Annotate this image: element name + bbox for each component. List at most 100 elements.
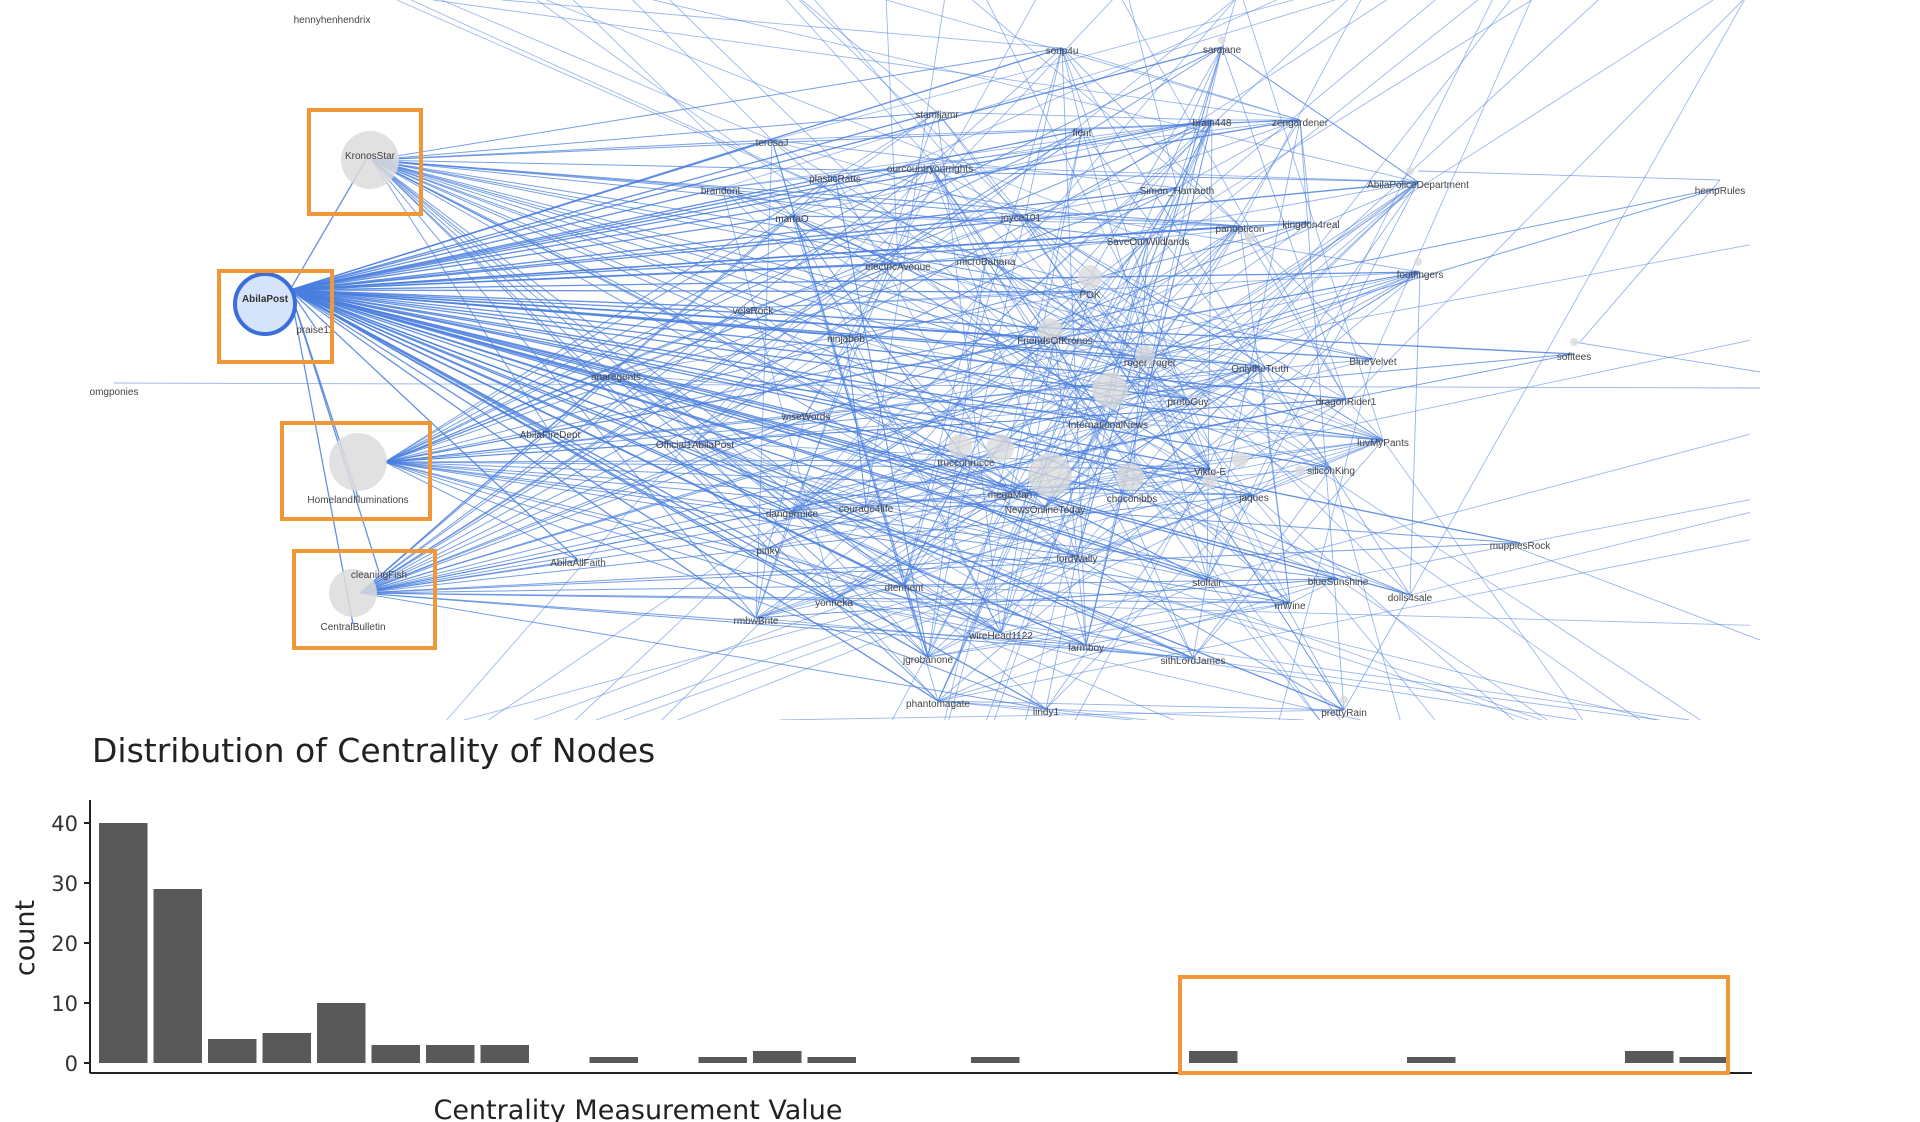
node-label: wiseWords xyxy=(781,412,831,423)
node-label: phantomagate xyxy=(906,699,970,710)
histogram-bar xyxy=(99,823,148,1063)
node-label: Vikto-E xyxy=(1194,467,1226,478)
node-label: lordWally xyxy=(1057,554,1098,565)
node-label: SaveOurWildlands xyxy=(1107,237,1190,248)
histogram-bar xyxy=(371,1045,420,1063)
node-label: farmboy xyxy=(1068,643,1104,654)
node-label: dragonRider1 xyxy=(1316,397,1377,408)
node-label: protoGuy xyxy=(1167,397,1208,408)
network-node xyxy=(1116,463,1144,491)
node-label: siliconKing xyxy=(1307,466,1355,477)
network-node[interactable] xyxy=(329,569,377,617)
node-label: BlueVelvet xyxy=(1349,357,1396,368)
node-label: soup4u xyxy=(1046,46,1079,57)
highlight-region xyxy=(1178,975,1730,1075)
histogram-bar xyxy=(317,1003,366,1063)
histogram-bar xyxy=(753,1051,802,1063)
histogram-bar xyxy=(1625,1051,1674,1063)
node-label: brain448 xyxy=(1193,118,1232,129)
node-label: luvMyPants xyxy=(1357,438,1409,449)
node-label: choconibbs xyxy=(1107,494,1158,505)
network-node[interactable] xyxy=(329,433,387,491)
node-label: KronosStar xyxy=(345,151,396,162)
network-node xyxy=(1218,36,1226,44)
network-node[interactable] xyxy=(341,131,399,189)
histogram-bar xyxy=(153,889,202,1063)
network-node xyxy=(986,434,1014,462)
y-tick-label: 40 xyxy=(51,812,78,836)
node-label: velsRock xyxy=(733,306,775,317)
node-label: cleaningFish xyxy=(351,570,407,581)
node-label: ourcountryourrights xyxy=(887,164,973,175)
histogram-bar xyxy=(426,1045,475,1063)
node-label: courage4life xyxy=(839,504,894,515)
x-axis-title: Centrality Measurement Value xyxy=(433,1095,842,1122)
node-label: FriendsOfKronos xyxy=(1017,336,1093,347)
highlight-box xyxy=(307,108,423,216)
node-label: muppiesRock xyxy=(1490,541,1552,552)
node-label: joyce101 xyxy=(1000,213,1041,224)
node-label: hennyhenhendrix xyxy=(294,15,371,26)
node-label: mWine xyxy=(1274,601,1306,612)
node-label: megaMan xyxy=(988,490,1032,501)
node-label: brandonL xyxy=(701,186,744,197)
highlight-box xyxy=(292,549,437,650)
hub-node[interactable] xyxy=(233,272,297,336)
node-label: omgponies xyxy=(90,387,139,398)
node-label: teresaJ xyxy=(756,138,789,149)
node-label: jaques xyxy=(1238,493,1268,504)
y-tick-label: 0 xyxy=(65,1052,78,1076)
histogram-bar xyxy=(262,1033,311,1063)
node-label: yonneka xyxy=(815,598,853,609)
node-label: dtennent xyxy=(885,583,924,594)
node-label: footfingers xyxy=(1397,270,1444,281)
node-label: zengardener xyxy=(1272,118,1329,129)
node-label: AbilaFireDept xyxy=(520,430,581,441)
node-label: sarajane xyxy=(1203,45,1242,56)
y-axis-title: count xyxy=(10,900,41,976)
network-node xyxy=(1295,465,1305,475)
node-label: InternationalNews xyxy=(1068,420,1148,431)
node-label: OnlytheTruth xyxy=(1231,364,1288,375)
node-label: stamljamr xyxy=(915,110,959,121)
histogram-bar xyxy=(208,1039,257,1063)
node-label: HomelandIlluminations xyxy=(307,495,408,506)
highlight-box xyxy=(217,269,334,364)
histogram-bar xyxy=(480,1045,529,1063)
network-node xyxy=(1245,233,1255,243)
node-label: plasticRatts xyxy=(809,174,861,185)
network-node xyxy=(1028,453,1072,497)
node-label: trucconrucce xyxy=(937,458,995,469)
histogram-bar xyxy=(1189,1051,1238,1063)
histogram-bar xyxy=(807,1057,856,1063)
node-label: martaO xyxy=(775,214,809,225)
node-label: ninjabob xyxy=(827,334,865,345)
node-label: CentralBulletin xyxy=(320,622,385,633)
network-node xyxy=(1232,452,1248,468)
histogram-bar xyxy=(1407,1057,1456,1063)
node-label: POK xyxy=(1079,290,1100,301)
network-node xyxy=(1078,265,1102,289)
node-label: microBanana xyxy=(957,257,1016,268)
node-label: pinky xyxy=(756,546,779,557)
node-label: AbilaPoliceDepartment xyxy=(1367,180,1469,191)
node-label: fient xyxy=(1073,128,1092,139)
node-label: blueSunshine xyxy=(1308,577,1369,588)
network-node xyxy=(1406,167,1414,175)
node-label: rmbwBrite xyxy=(733,616,778,627)
network-node xyxy=(1038,318,1062,342)
node-label: NewsOnlineToday xyxy=(1005,505,1086,516)
y-tick-label: 10 xyxy=(51,992,78,1016)
network-node xyxy=(1092,372,1128,408)
node-label: Official1AbilaPost xyxy=(656,440,734,451)
network-node xyxy=(1414,258,1422,266)
y-axis: 0 10 20 30 40 xyxy=(51,812,90,1076)
highlight-box xyxy=(280,421,432,521)
network-node xyxy=(1570,338,1578,346)
node-label: anaregents xyxy=(591,372,641,383)
node-label: kingdon4real xyxy=(1282,220,1339,231)
node-label: wireHead1122 xyxy=(968,631,1033,642)
network-nodes xyxy=(233,36,1578,704)
node-label: stolfair xyxy=(1192,578,1222,589)
network-node xyxy=(948,434,972,458)
